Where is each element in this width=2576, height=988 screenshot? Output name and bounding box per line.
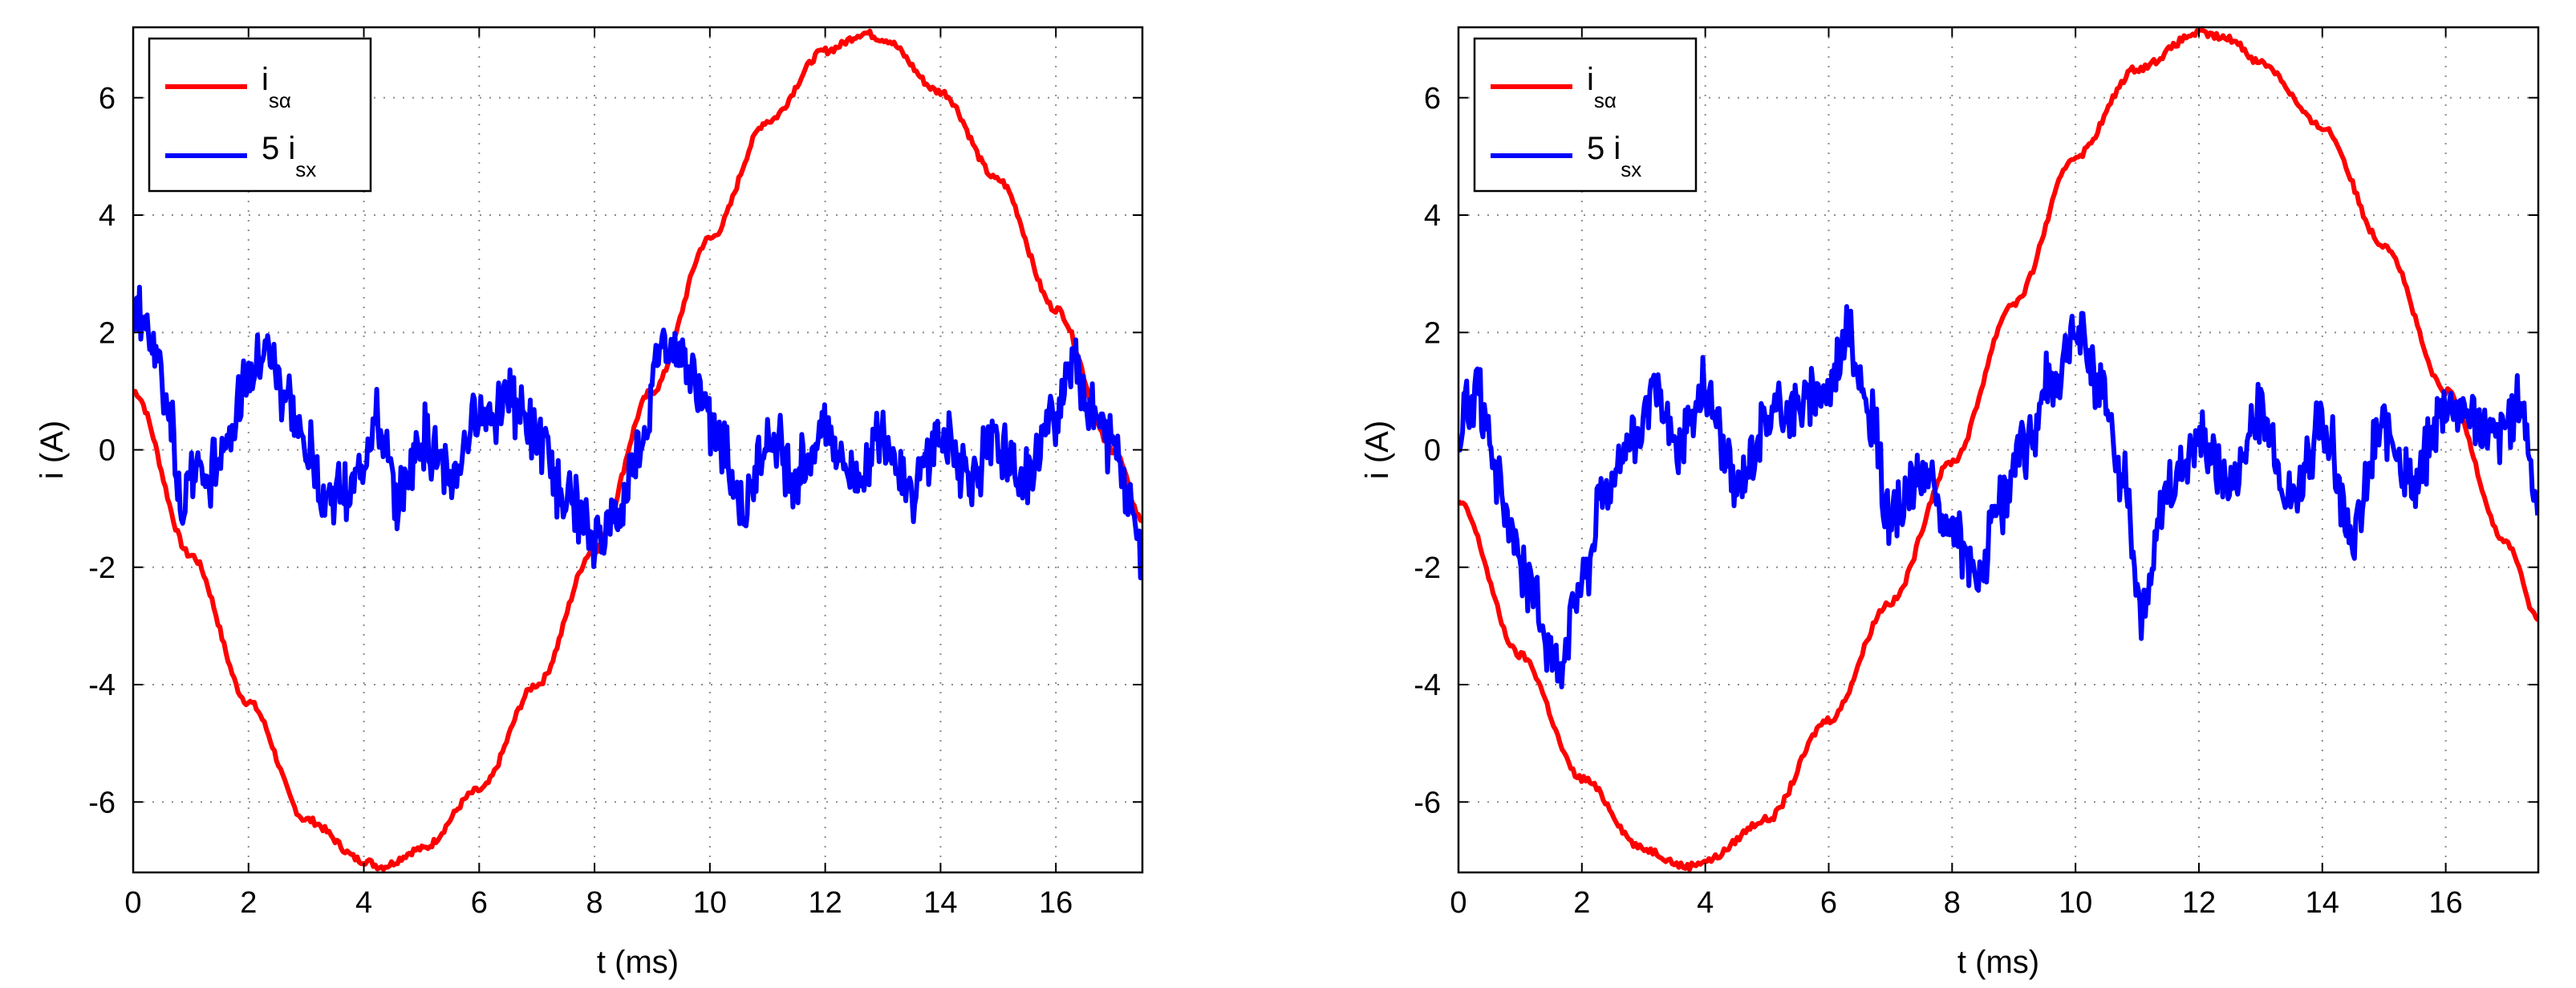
x-tick-label: 6 [471,886,488,920]
x-tick-label: 0 [1450,886,1466,920]
y-tick-label: -2 [88,551,116,585]
y-tick-label: 4 [99,199,116,233]
legend-entry-subscript: sx [1621,157,1641,181]
y-tick-label: 2 [1424,316,1441,350]
y-tick-label: -6 [1414,786,1441,819]
x-tick-label: 2 [240,886,257,920]
legend-entry-subscript: sα [269,88,291,112]
legend-box [1473,37,1698,193]
legend-box [148,37,372,193]
series-line-5-i-sx [1458,303,2538,689]
x-tick-label: 10 [693,886,727,920]
y-axis-label: i (A) [34,421,70,479]
y-tick-label: -4 [88,669,116,702]
y-tick-label: 6 [99,82,116,116]
y-tick-label: -6 [88,786,116,819]
x-tick-label: 0 [124,886,141,920]
x-tick-label: 2 [1573,886,1590,920]
x-tick-label: 14 [2306,886,2339,920]
y-tick-label: -2 [1414,551,1441,585]
x-axis-label: t (ms) [1957,945,2039,980]
x-tick-label: 4 [355,886,372,920]
series-line-5-i-sx [133,284,1142,580]
y-tick-label: 0 [1424,434,1441,468]
series-line-i-salpha [133,28,1142,872]
x-tick-label: 10 [2059,886,2092,920]
y-tick-label: -4 [1414,669,1441,702]
x-tick-label: 14 [923,886,957,920]
x-tick-label: 8 [1944,886,1961,920]
x-tick-label: 6 [1820,886,1837,920]
legend-entry-subscript: sα [1594,88,1617,112]
x-axis-label: t (ms) [597,945,679,980]
legend-entry-subscript: sx [295,157,316,181]
x-tick-label: 12 [2182,886,2216,920]
series-line-i-salpha [1458,27,2538,872]
x-tick-label: 8 [586,886,603,920]
y-axis-label: i (A) [1360,421,1395,479]
x-tick-label: 16 [2428,886,2462,920]
y-tick-label: 0 [99,434,116,468]
y-tick-label: 2 [99,316,116,350]
x-tick-label: 4 [1697,886,1714,920]
x-tick-label: 12 [808,886,842,920]
y-tick-label: 4 [1424,199,1441,233]
x-tick-label: 16 [1039,886,1073,920]
y-tick-label: 6 [1424,82,1441,116]
